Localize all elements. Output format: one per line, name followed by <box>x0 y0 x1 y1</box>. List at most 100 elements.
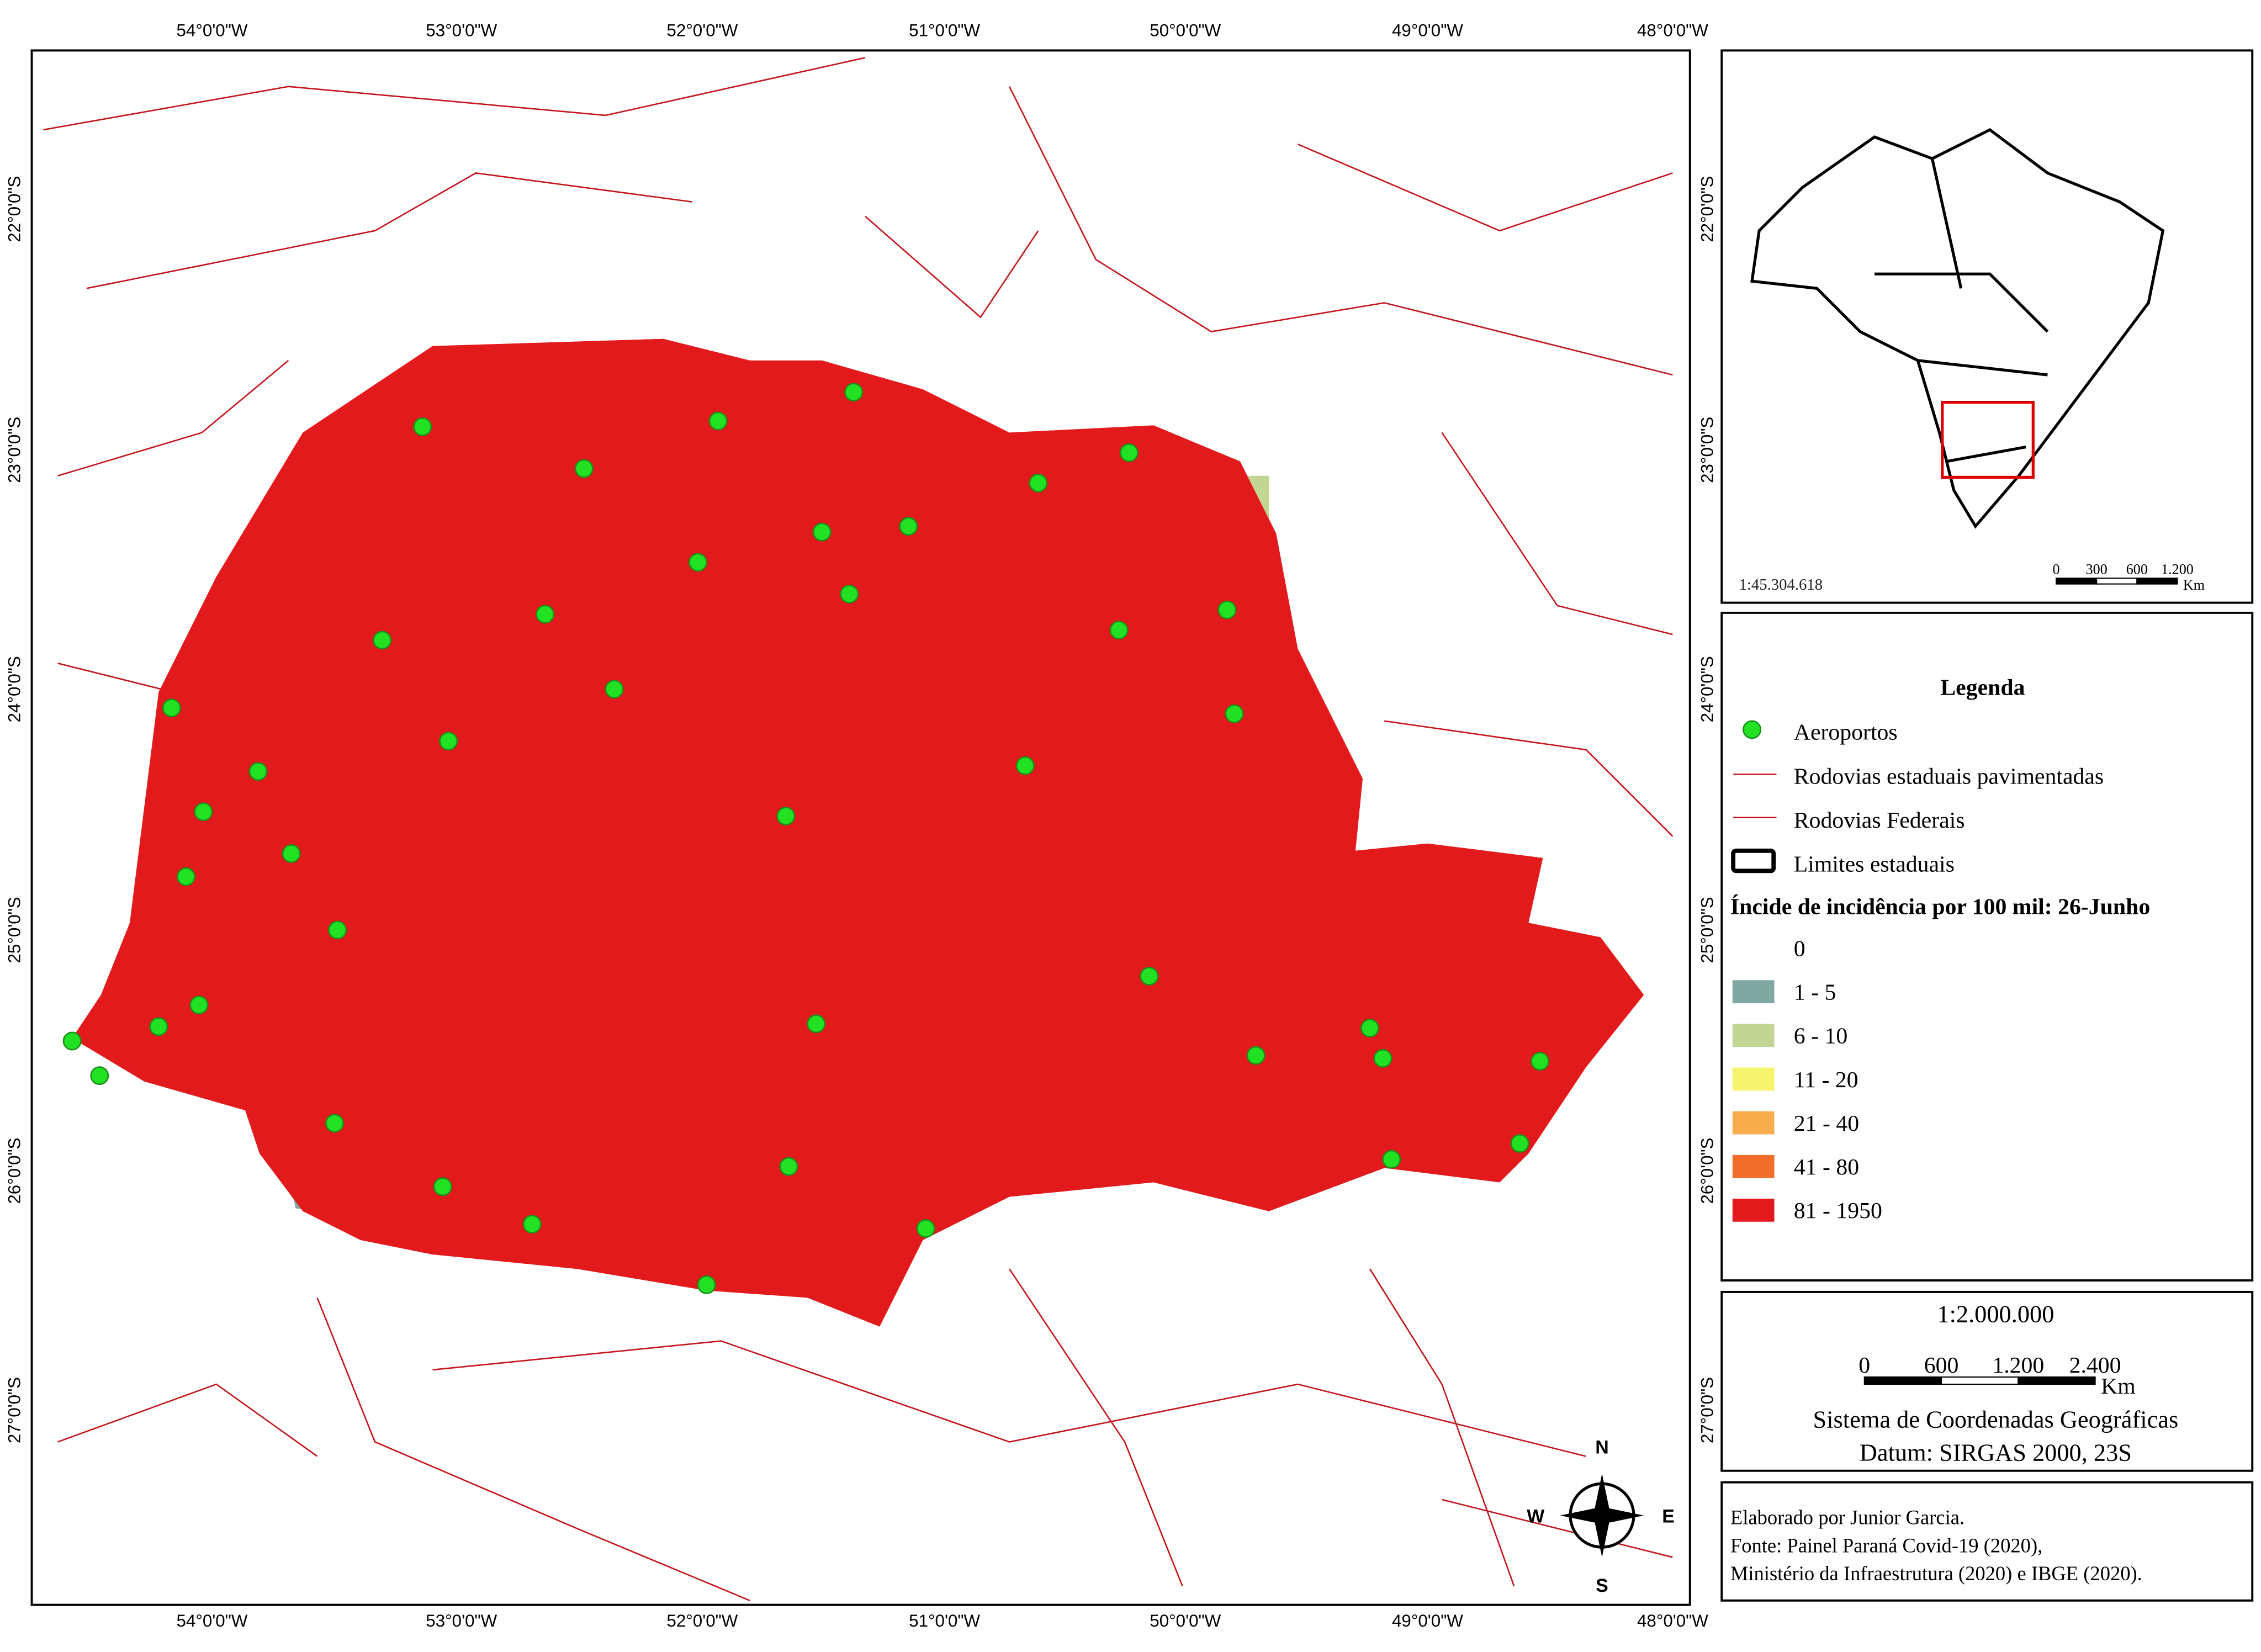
scalebar-segment <box>2018 1376 2096 1385</box>
legend-classes-title: Íncide de incidência por 100 mil: 26-Jun… <box>1730 894 2150 920</box>
airport <box>176 867 195 886</box>
legend-item: Rodovias Federais <box>1794 808 1965 833</box>
airport <box>413 417 432 436</box>
airport <box>1119 443 1139 462</box>
scalebar-label: 2.400 <box>2069 1353 2121 1378</box>
airport <box>1246 1046 1265 1065</box>
scalebar-unit: Km <box>2101 1374 2136 1399</box>
legend-swatch <box>1732 1198 1775 1222</box>
airport <box>1140 967 1159 986</box>
airport <box>776 807 796 826</box>
lat-label: 27°0'0"S <box>1698 1377 1717 1443</box>
inset-frame <box>1720 49 2254 604</box>
airport <box>189 996 209 1015</box>
credit-line: Elaborado por Junior Garcia. <box>1730 1506 1965 1528</box>
scale-ratio: 1:2.000.000 <box>1937 1300 2054 1328</box>
compass-n: N <box>1595 1437 1609 1458</box>
airport <box>373 631 392 650</box>
lon-label: 49°0'0"W <box>1392 20 1463 40</box>
airport <box>840 584 859 603</box>
legend-class-label: 81 - 1950 <box>1794 1198 1882 1224</box>
lon-label: 51°0'0"W <box>909 1611 980 1630</box>
lon-label: 50°0'0"W <box>1150 20 1221 40</box>
airport <box>536 605 555 624</box>
legend-class-label: 0 <box>1794 936 1805 961</box>
lat-label: 23°0'0"S <box>5 417 24 483</box>
compass-e: E <box>1662 1506 1675 1527</box>
lat-label: 22°0'0"S <box>5 176 24 242</box>
legend-class-label: 1 - 5 <box>1794 980 1836 1005</box>
scalebar-label: 0 <box>1858 1353 1870 1378</box>
legend-classes: 0 1 - 5 6 - 10 11 - 20 21 - 40 41 - 80 81 - 19… <box>1732 936 1882 1224</box>
airport <box>439 732 458 751</box>
airport <box>605 680 624 699</box>
crs: Sistema de Coordenadas Geográficas <box>1813 1405 2179 1433</box>
scalebar-label: 300 <box>2086 561 2108 577</box>
credits-frame <box>1720 1481 2254 1602</box>
lon-label: 52°0'0"W <box>666 1611 738 1630</box>
credit-line: Fonte: Painel Paraná Covid-19 (2020), <box>1730 1534 2042 1556</box>
airport <box>689 553 708 572</box>
airport <box>1510 1134 1529 1153</box>
airport <box>899 517 918 536</box>
legend-swatch <box>1732 1155 1775 1178</box>
legend-class-label: 11 - 20 <box>1794 1067 1858 1093</box>
legend-item: Rodovias estaduais pavimentadas <box>1794 764 2104 789</box>
lat-label: 26°0'0"S <box>5 1137 24 1204</box>
legend-item: Limites estaduais <box>1794 852 1955 877</box>
legend-frame <box>1720 611 2254 1282</box>
airport <box>282 844 301 863</box>
airport <box>433 1177 452 1196</box>
lat-label: 25°0'0"S <box>5 897 24 963</box>
lon-label: 50°0'0"W <box>1150 1611 1221 1630</box>
lon-label: 48°0'0"W <box>1637 1611 1708 1630</box>
scalebar-segment <box>2056 578 2098 585</box>
lon-label: 49°0'0"W <box>1392 1611 1463 1630</box>
lon-label: 54°0'0"W <box>177 20 248 40</box>
lat-label: 27°0'0"S <box>5 1377 24 1443</box>
airport <box>1109 621 1129 640</box>
lon-label: 51°0'0"W <box>909 20 980 40</box>
datum: Datum: SIRGAS 2000, 23S <box>1860 1438 2132 1466</box>
scalebar-label: 1.200 <box>1992 1353 2044 1378</box>
legend-title: Legenda <box>1940 675 2025 701</box>
airports <box>62 383 1550 1294</box>
scalebar-label: 0 <box>2053 561 2060 577</box>
legend-item: Aeroportos <box>1794 720 1898 745</box>
airport <box>1531 1052 1550 1071</box>
compass-s: S <box>1596 1575 1608 1596</box>
lon-label: 48°0'0"W <box>1637 20 1708 40</box>
airport <box>916 1219 935 1238</box>
legend-symbols <box>1731 720 1777 873</box>
airport <box>162 698 181 718</box>
legend-swatch <box>1733 937 1774 959</box>
compass-w: W <box>1527 1506 1544 1527</box>
airport <box>574 459 594 478</box>
scalebar-label: 600 <box>2126 561 2148 577</box>
inset-scale: 1:45.304.618 <box>1739 576 1823 594</box>
graticule-labels: 54°0'0"W 54°0'0"W 53°0'0"W 53°0'0"W 52°0'0"W… <box>5 20 1717 1630</box>
airport <box>248 762 268 781</box>
credits: Elaborado por Junior Garcia. Fonte: Paine… <box>1730 1506 2142 1585</box>
lat-label: 25°0'0"S <box>1698 897 1717 963</box>
airport <box>708 411 728 431</box>
airport <box>1015 756 1035 775</box>
airport <box>90 1066 109 1086</box>
airport <box>1382 1150 1401 1169</box>
legend-items: Aeroportos Rodovias estaduais pavimentada… <box>1794 720 2104 877</box>
airport <box>812 522 832 542</box>
airport <box>1360 1019 1379 1037</box>
scalebar-label: 600 <box>1924 1353 1959 1378</box>
legend-class-label: 21 - 40 <box>1794 1111 1859 1136</box>
lat-label: 26°0'0"S <box>1698 1137 1717 1204</box>
credit-line: Ministério da Infraestrutura (2020) e IB… <box>1730 1562 2142 1585</box>
airport <box>325 1114 344 1133</box>
airport <box>522 1215 542 1234</box>
lat-label: 24°0'0"S <box>5 656 24 722</box>
scalebar-label: 1.200 <box>2161 561 2194 577</box>
lon-label: 52°0'0"W <box>666 20 738 40</box>
roads-outside <box>43 57 1674 1601</box>
